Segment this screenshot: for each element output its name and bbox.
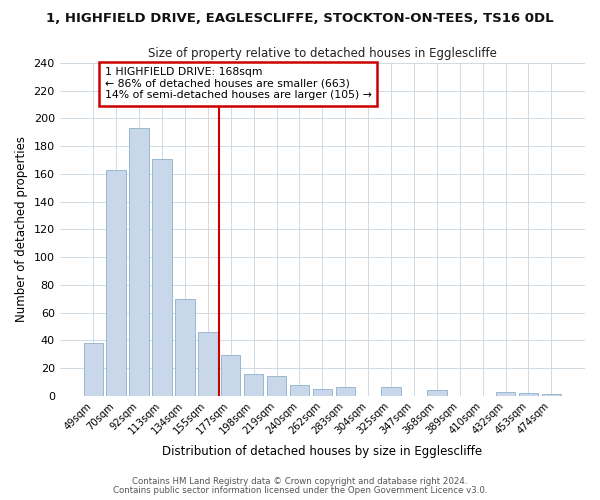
Bar xyxy=(290,384,309,396)
X-axis label: Distribution of detached houses by size in Egglescliffe: Distribution of detached houses by size … xyxy=(162,444,482,458)
Bar xyxy=(313,389,332,396)
Bar xyxy=(382,388,401,396)
Bar xyxy=(198,332,218,396)
Text: 1, HIGHFIELD DRIVE, EAGLESCLIFFE, STOCKTON-ON-TEES, TS16 0DL: 1, HIGHFIELD DRIVE, EAGLESCLIFFE, STOCKT… xyxy=(46,12,554,26)
Bar xyxy=(152,158,172,396)
Bar xyxy=(175,298,194,396)
Bar xyxy=(542,394,561,396)
Text: Contains public sector information licensed under the Open Government Licence v3: Contains public sector information licen… xyxy=(113,486,487,495)
Bar xyxy=(335,388,355,396)
Bar xyxy=(267,376,286,396)
Bar xyxy=(130,128,149,396)
Title: Size of property relative to detached houses in Egglescliffe: Size of property relative to detached ho… xyxy=(148,48,497,60)
Bar xyxy=(496,392,515,396)
Bar xyxy=(427,390,446,396)
Bar xyxy=(244,374,263,396)
Bar xyxy=(519,393,538,396)
Y-axis label: Number of detached properties: Number of detached properties xyxy=(15,136,28,322)
Bar xyxy=(83,343,103,396)
Text: 1 HIGHFIELD DRIVE: 168sqm
← 86% of detached houses are smaller (663)
14% of semi: 1 HIGHFIELD DRIVE: 168sqm ← 86% of detac… xyxy=(105,67,371,100)
Bar xyxy=(221,356,241,396)
Bar xyxy=(106,170,126,396)
Text: Contains HM Land Registry data © Crown copyright and database right 2024.: Contains HM Land Registry data © Crown c… xyxy=(132,477,468,486)
